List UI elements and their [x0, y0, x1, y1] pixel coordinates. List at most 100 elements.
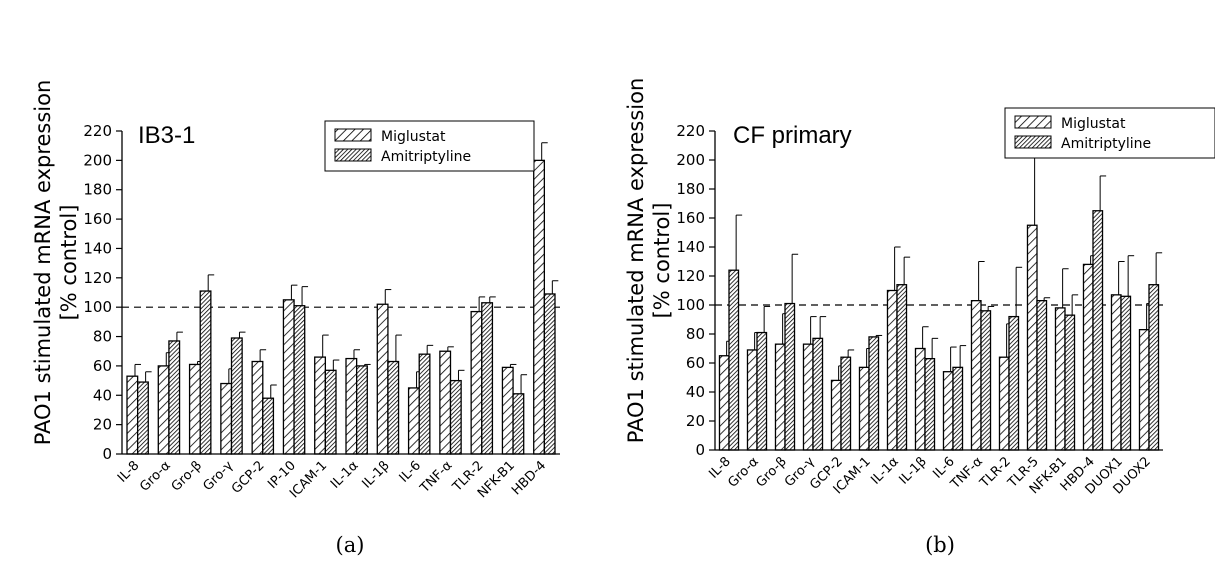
bar-amitriptyline [896, 284, 908, 451]
bar-amitriptyline [1092, 210, 1104, 451]
category-label: IL-8 [115, 458, 142, 485]
bar-amitriptyline [868, 336, 880, 451]
category-label: GCP-2 [229, 458, 268, 497]
category-label: TNF-α [417, 458, 455, 496]
y-axis-label: PAO1 stimulated mRNA expression[% contro… [31, 80, 81, 446]
y-tick-label: 100 [83, 298, 112, 316]
legend-swatch [334, 128, 372, 142]
category-label: Gro-β [169, 458, 205, 494]
y-tick-label: 160 [83, 210, 112, 228]
bar-miglustat [220, 382, 233, 455]
bar-miglustat [533, 159, 546, 455]
category-label: IL-6 [397, 458, 424, 485]
legend-swatch [334, 148, 372, 162]
bar-miglustat [802, 343, 814, 451]
y-tick-label: 220 [83, 122, 112, 140]
category-label: IL-1α [868, 454, 902, 488]
legend-entry: Amitriptyline [381, 149, 471, 165]
y-axis-label-line: [% control] [650, 203, 674, 319]
bar-amitriptyline [1036, 299, 1048, 451]
legend-swatch [1014, 115, 1052, 129]
bar-miglustat [1026, 224, 1038, 451]
category-label: IL-1β [897, 454, 930, 487]
category-label: TNF-α [947, 454, 985, 492]
bar-amitriptyline [784, 302, 796, 451]
bar-miglustat [157, 365, 170, 455]
y-tick-label: 80 [686, 325, 705, 343]
bar-amitriptyline [387, 360, 400, 455]
bar-amitriptyline [1120, 295, 1132, 451]
y-tick-label: 0 [695, 441, 705, 459]
bar-amitriptyline [230, 337, 243, 455]
legend: Miglustat Amitriptyline [324, 120, 535, 172]
bar-amitriptyline [952, 366, 964, 451]
y-axis-label-line: PAO1 stimulated mRNA expression [31, 80, 55, 446]
bar-amitriptyline [728, 269, 740, 451]
bar-amitriptyline [812, 337, 824, 451]
y-axis-label-line: [% control] [57, 205, 81, 321]
bar-miglustat [407, 387, 420, 455]
chart-title: IB3-1 [138, 122, 195, 149]
y-tick-label: 60 [93, 357, 112, 375]
category-label: IL-1β [359, 458, 392, 491]
y-tick-label: 120 [83, 269, 112, 287]
y-tick-label: 180 [676, 180, 705, 198]
y-tick-label: 80 [93, 328, 112, 346]
y-tick-label: 0 [102, 445, 112, 463]
bar-amitriptyline [324, 369, 337, 455]
y-tick-label: 40 [93, 386, 112, 404]
y-tick-label: 140 [676, 238, 705, 256]
y-axis-label-line: PAO1 stimulated mRNA expression [624, 78, 648, 444]
category-label: HBD-4 [509, 458, 549, 498]
bar-amitriptyline [293, 305, 306, 455]
category-label: Gro-α [137, 458, 173, 494]
bar-amitriptyline [924, 357, 936, 451]
y-tick-label: 120 [676, 267, 705, 285]
bar-miglustat [858, 366, 870, 451]
y-tick-label: 100 [676, 296, 705, 314]
legend: Miglustat Amitriptyline [1004, 107, 1215, 159]
bar-amitriptyline [512, 393, 525, 455]
panel-label: (b) [925, 533, 955, 557]
bar-miglustat [188, 363, 201, 455]
bar-amitriptyline [980, 310, 992, 451]
y-tick-label: 20 [93, 416, 112, 434]
bar-amitriptyline [481, 302, 494, 455]
bar-miglustat [1138, 328, 1150, 451]
bar-amitriptyline [1148, 284, 1160, 451]
bar-amitriptyline [418, 353, 431, 455]
panel-b: IL-8Gro-αGro-βGro-γGCP-2ICAM-1IL-1αIL-1β… [624, 78, 1215, 557]
bar-miglustat [998, 356, 1010, 451]
y-tick-label: 200 [83, 151, 112, 169]
chart-title: CF primary [733, 122, 852, 149]
y-tick-label: 20 [686, 412, 705, 430]
y-tick-label: 180 [83, 181, 112, 199]
bar-miglustat [746, 349, 758, 451]
bar-miglustat [376, 303, 389, 455]
bar-miglustat [970, 299, 982, 451]
bar-miglustat [345, 357, 358, 455]
category-label: Gro-β [754, 454, 790, 490]
bar-miglustat [501, 366, 514, 455]
bar-miglustat [1054, 307, 1066, 451]
bar-miglustat [942, 371, 954, 451]
bar-amitriptyline [543, 293, 556, 455]
bar-miglustat [718, 355, 730, 451]
category-label: TLR-2 [977, 454, 1014, 491]
bar-miglustat [774, 343, 786, 451]
bar-amitriptyline [262, 397, 275, 455]
bar-miglustat [470, 310, 483, 455]
bar-miglustat [1110, 294, 1122, 451]
bar-amitriptyline [168, 340, 181, 455]
bar-miglustat [914, 347, 926, 451]
bar-miglustat [282, 299, 295, 455]
bar-amitriptyline [1064, 314, 1076, 451]
bar-miglustat [126, 375, 139, 455]
legend-swatch [1014, 135, 1052, 149]
bar-miglustat [314, 356, 327, 455]
category-label: Gro-α [725, 454, 761, 490]
bar-amitriptyline [355, 365, 368, 455]
bar-miglustat [1082, 263, 1094, 451]
panel-a: IL-8Gro-αGro-βGro-γGCP-2IP-10ICAM-1IL-1α… [31, 80, 560, 557]
